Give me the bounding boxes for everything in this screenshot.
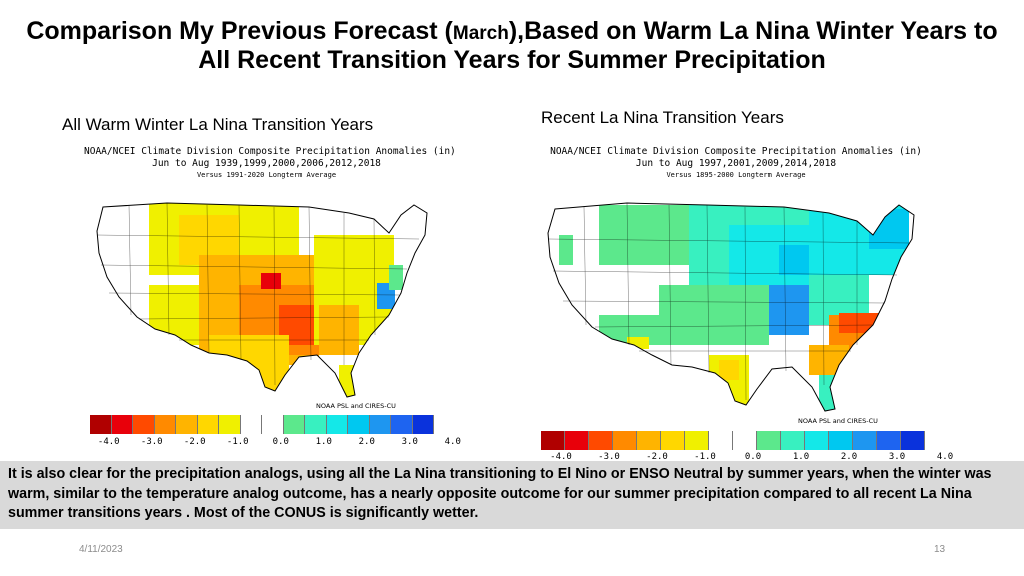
left-map-header: NOAA/NCEI Climate Division Composite Pre… [84, 146, 456, 180]
colorbar-swatch [901, 431, 925, 450]
right-map-title: NOAA/NCEI Climate Division Composite Pre… [550, 146, 922, 157]
colorbar-swatch [541, 431, 565, 450]
colorbar-tick-label: 2.0 [358, 437, 375, 447]
right-map-panel: NOAA/NCEI Climate Division Composite Pre… [536, 140, 953, 464]
colorbar-swatch [637, 431, 661, 450]
right-colorbar [541, 431, 925, 450]
title-part-2: ),Based on Warm La Nina Winter Years to … [198, 17, 998, 74]
colorbar-swatch [565, 431, 589, 450]
colorbar-swatch [262, 415, 284, 434]
title-part-1: Comparison My Previous Forecast ( [26, 17, 453, 45]
colorbar-swatch [90, 415, 112, 434]
summary-text: It is also clear for the precipitation a… [8, 466, 992, 521]
colorbar-tick-label: 3.0 [888, 452, 906, 462]
colorbar-swatch [781, 431, 805, 450]
colorbar-swatch [829, 431, 853, 450]
colorbar-tick-label: -2.0 [183, 437, 206, 447]
colorbar-tick-label: 4.0 [444, 437, 461, 447]
colorbar-tick-label: 2.0 [840, 452, 858, 462]
left-panel-subtitle: All Warm Winter La Nina Transition Years [62, 115, 374, 134]
colorbar-tick-label: 0.0 [272, 437, 289, 447]
colorbar-tick-label: 1.0 [792, 452, 810, 462]
right-panel-subtitle: Recent La Nina Transition Years [541, 108, 784, 127]
right-map-period: Jun to Aug 1997,2001,2009,2014,2018 [635, 158, 837, 169]
slide-date: 4/11/2023 [79, 544, 123, 555]
colorbar-tick-label: -3.0 [598, 452, 620, 462]
colorbar-tick-label: -4.0 [97, 437, 120, 447]
left-map-period: Jun to Aug 1939,1999,2000,2006,2012,2018 [152, 158, 381, 169]
summary-text-box: It is also clear for the precipitation a… [0, 461, 1024, 529]
colorbar-swatch [391, 415, 413, 434]
colorbar-swatch [348, 415, 370, 434]
colorbar-swatch [661, 431, 685, 450]
left-map-baseline: Versus 1991-2020 Longterm Average [196, 171, 337, 179]
left-colorbar [90, 415, 434, 434]
colorbar-tick-label: -3.0 [140, 437, 163, 447]
colorbar-tick-label: -1.0 [226, 437, 249, 447]
colorbar-swatch [412, 415, 434, 434]
right-map-credit: NOAA PSL and CIRES-CU [798, 417, 878, 425]
colorbar-tick-label: 0.0 [744, 452, 762, 462]
colorbar-swatch [111, 415, 133, 434]
left-map-fill [97, 203, 427, 397]
colorbar-swatch [685, 431, 709, 450]
right-map-baseline: Versus 1895-2000 Longterm Average [666, 171, 806, 179]
left-map-credit: NOAA PSL and CIRES-CU [316, 402, 396, 410]
colorbar-tick-label: -2.0 [646, 452, 668, 462]
colorbar-tick-label: 1.0 [315, 437, 332, 447]
left-colorbar-ticks: -4.0 -3.0 -2.0 -1.0 0.0 1.0 2.0 3.0 4.0 [90, 437, 461, 449]
colorbar-tick-label: 4.0 [936, 452, 954, 462]
colorbar-swatch [877, 431, 901, 450]
right-map-header: NOAA/NCEI Climate Division Composite Pre… [536, 146, 936, 180]
colorbar-swatch [757, 431, 781, 450]
colorbar-swatch [613, 431, 637, 450]
colorbar-swatch [283, 415, 305, 434]
colorbar-swatch [709, 431, 733, 450]
title-march: March [452, 23, 509, 44]
right-precip-map [547, 202, 915, 412]
colorbar-swatch [733, 431, 757, 450]
right-colorbar-ticks: -4.0 -3.0 -2.0 -1.0 0.0 1.0 2.0 3.0 4.0 [541, 452, 953, 464]
right-map-fill [548, 203, 914, 411]
colorbar-swatch [154, 415, 176, 434]
left-map-title: NOAA/NCEI Climate Division Composite Pre… [84, 146, 456, 157]
slide-page-number: 13 [934, 544, 946, 555]
colorbar-tick-label: -1.0 [694, 452, 716, 462]
colorbar-swatch [176, 415, 198, 434]
colorbar-swatch [133, 415, 155, 434]
left-precip-map [96, 202, 428, 398]
left-map-panel: NOAA/NCEI Climate Division Composite Pre… [84, 140, 461, 455]
colorbar-swatch [369, 415, 391, 434]
colorbar-tick-label: -4.0 [550, 452, 572, 462]
colorbar-swatch [853, 431, 877, 450]
colorbar-swatch [589, 431, 613, 450]
colorbar-tick-label: 3.0 [401, 437, 418, 447]
colorbar-swatch [219, 415, 241, 434]
colorbar-swatch [240, 415, 262, 434]
colorbar-swatch [326, 415, 348, 434]
colorbar-swatch [197, 415, 219, 434]
slide-title: Comparison My Previous Forecast (March),… [10, 18, 1014, 73]
colorbar-swatch [305, 415, 327, 434]
colorbar-swatch [805, 431, 829, 450]
